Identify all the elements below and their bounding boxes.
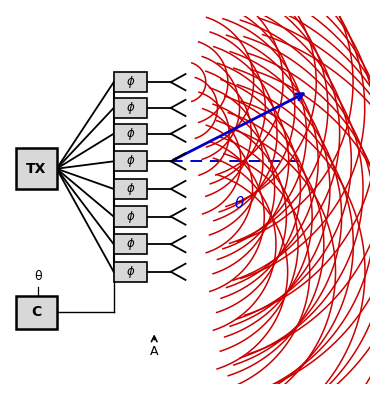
Text: A: A: [150, 346, 158, 358]
Text: $\phi$: $\phi$: [125, 208, 135, 224]
Bar: [114, 72, 147, 92]
Text: $\phi$: $\phi$: [125, 181, 135, 197]
Text: C: C: [31, 305, 42, 319]
Bar: [16, 148, 57, 189]
Text: $\phi$: $\phi$: [125, 74, 135, 90]
Bar: [114, 124, 147, 144]
Text: TX: TX: [26, 162, 46, 176]
Text: θ: θ: [35, 270, 42, 283]
Bar: [114, 98, 147, 118]
Bar: [114, 262, 147, 282]
Bar: [114, 206, 147, 227]
Bar: [114, 234, 147, 254]
Bar: [114, 179, 147, 199]
Text: θ: θ: [234, 196, 244, 211]
Text: $\phi$: $\phi$: [125, 100, 135, 116]
Text: $\phi$: $\phi$: [125, 236, 135, 252]
Text: $\phi$: $\phi$: [125, 126, 135, 142]
Text: $\phi$: $\phi$: [125, 153, 135, 169]
Bar: [114, 151, 147, 172]
Text: $\phi$: $\phi$: [125, 264, 135, 280]
Bar: [16, 296, 57, 329]
